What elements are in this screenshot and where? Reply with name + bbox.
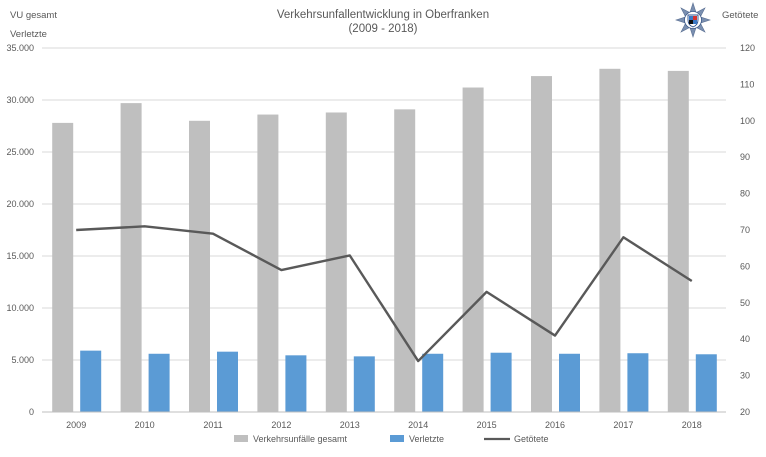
chart-title: Verkehrsunfallentwicklung in Oberfranken bbox=[276, 9, 490, 21]
bar-verkehrsunfaelle bbox=[120, 103, 142, 413]
x-tick-label: 2018 bbox=[682, 420, 702, 430]
right-tick-label: 120 bbox=[740, 43, 755, 53]
bar-verletzte bbox=[80, 350, 102, 412]
left-tick-label: 10.000 bbox=[6, 303, 34, 313]
bars bbox=[52, 68, 717, 413]
left-tick-label: 35.000 bbox=[6, 43, 34, 53]
legend-label: Verletzte bbox=[409, 434, 444, 444]
bar-verkehrsunfaelle bbox=[462, 87, 484, 413]
x-tick-label: 2009 bbox=[66, 420, 86, 430]
bar-verletzte bbox=[285, 355, 307, 412]
right-tick-label: 90 bbox=[740, 152, 750, 162]
bar-verletzte bbox=[353, 356, 375, 412]
shield-quarter bbox=[693, 20, 697, 24]
left-axis-label: Verletzte bbox=[10, 29, 47, 40]
x-tick-label: 2016 bbox=[545, 420, 565, 430]
x-tick-label: 2015 bbox=[477, 420, 497, 430]
legend-label: Verkehrsunfälle gesamt bbox=[253, 434, 348, 444]
bar-verkehrsunfaelle bbox=[394, 109, 416, 413]
bar-verkehrsunfaelle bbox=[189, 120, 210, 413]
right-tick-label: 100 bbox=[740, 116, 755, 126]
shield-quarter bbox=[693, 16, 697, 20]
left-tick-label: 25.000 bbox=[6, 147, 34, 157]
right-tick-label: 70 bbox=[740, 225, 750, 235]
right-tick-label: 30 bbox=[740, 371, 750, 381]
x-tick-label: 2012 bbox=[271, 420, 291, 430]
right-tick-label: 20 bbox=[740, 407, 750, 417]
left-axis-label-top: VU gesamt bbox=[10, 10, 57, 21]
bar-verletzte bbox=[217, 351, 238, 412]
chart-subtitle: (2009 - 2018) bbox=[348, 23, 418, 35]
bar-verkehrsunfaelle bbox=[599, 68, 621, 413]
left-tick-label: 5.000 bbox=[11, 355, 34, 365]
right-tick-label: 110 bbox=[740, 79, 754, 89]
right-tick-label: 60 bbox=[740, 261, 750, 271]
right-tick-label: 50 bbox=[740, 298, 750, 308]
bar-verkehrsunfaelle bbox=[667, 70, 689, 412]
left-tick-label: 30.000 bbox=[6, 95, 34, 105]
bar-verletzte bbox=[559, 353, 580, 412]
axes: 0 5.000 10.000 15.000 20.000 25.000 30.000 35.0… bbox=[6, 43, 755, 430]
x-tick-label: 2010 bbox=[135, 420, 155, 430]
left-tick-label: 0 bbox=[29, 407, 34, 417]
legend-swatch bbox=[234, 435, 248, 442]
gridlines bbox=[42, 47, 726, 361]
x-tick-label: 2017 bbox=[613, 420, 633, 430]
left-tick-label: 15.000 bbox=[6, 251, 34, 261]
right-tick-label: 80 bbox=[740, 189, 750, 199]
shield-quarter bbox=[689, 20, 693, 24]
legend: Verkehrsunfälle gesamt Verletzte Getötete bbox=[234, 434, 549, 444]
bar-verkehrsunfaelle bbox=[325, 112, 347, 412]
legend-swatch bbox=[390, 435, 404, 442]
bar-verletzte bbox=[695, 354, 717, 412]
bar-verletzte bbox=[422, 353, 444, 412]
legend-label: Getötete bbox=[514, 434, 549, 444]
bar-verletzte bbox=[627, 353, 649, 412]
bar-verletzte bbox=[490, 352, 512, 412]
x-tick-label: 2014 bbox=[408, 420, 428, 430]
line-series bbox=[76, 225, 693, 363]
x-tick-label: 2013 bbox=[340, 420, 360, 430]
bar-verkehrsunfaelle bbox=[531, 76, 552, 412]
bar-verletzte bbox=[148, 353, 170, 412]
left-tick-label: 20.000 bbox=[6, 199, 34, 209]
polizei-bayern-star-logo bbox=[675, 2, 711, 38]
right-tick-label: 40 bbox=[740, 334, 750, 344]
x-tick-label: 2011 bbox=[203, 420, 222, 430]
line-getoetete bbox=[76, 225, 693, 363]
right-axis-label: Getötete bbox=[722, 10, 759, 21]
bar-verkehrsunfaelle bbox=[52, 122, 74, 412]
shield-quarter bbox=[689, 16, 693, 20]
